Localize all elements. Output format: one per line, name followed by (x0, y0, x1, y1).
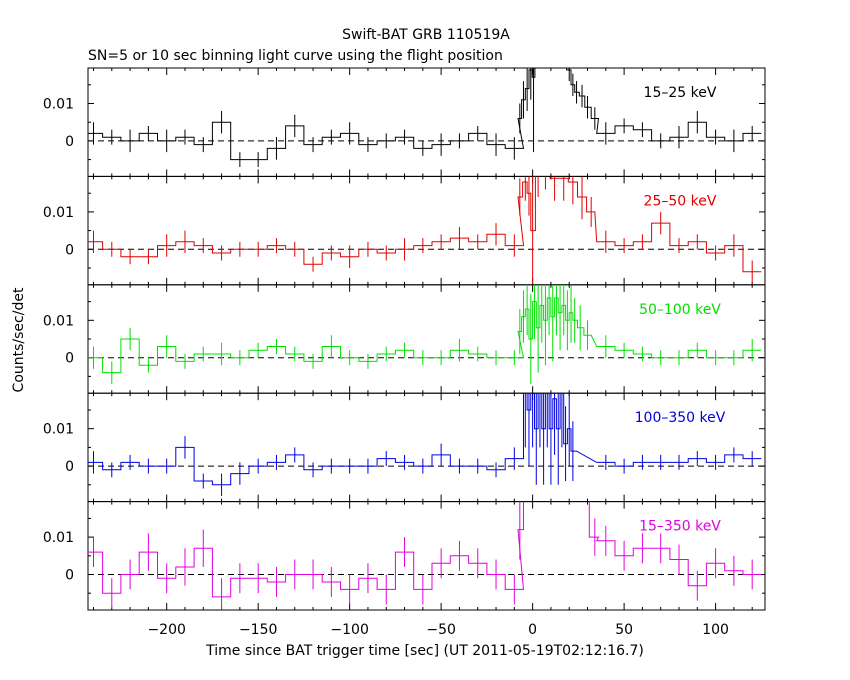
y-tick-label: 0 (65, 567, 74, 583)
step-line (88, 68, 762, 161)
band-label: 100–350 keV (635, 410, 726, 426)
x-tick-label: −50 (426, 622, 456, 638)
y-tick-label: 0.01 (43, 422, 74, 438)
y-tick-label: 0.01 (43, 205, 74, 221)
x-tick-label: −100 (330, 622, 368, 638)
panel-2: 0 0.01 50–100 keV (43, 284, 766, 394)
series-4 (88, 501, 762, 611)
series-1 (88, 176, 762, 285)
series-0 (88, 68, 762, 168)
panels: 0 0.01 15–25 keV 0 0.01 25–50 keV 0 0.01 50–100 … (43, 67, 766, 611)
x-tick-label: 0 (528, 622, 537, 638)
y-tick-label: 0.01 (43, 530, 74, 546)
chart-subtitle: SN=5 or 10 sec binning light curve using… (88, 48, 503, 64)
y-axis-label: Counts/sec/det (11, 287, 27, 392)
panel-4: 0 0.01 15–350 keV (43, 501, 766, 611)
x-axis-label: Time since BAT trigger time [sec] (UT 20… (205, 643, 644, 659)
y-tick-label: 0 (65, 242, 74, 258)
y-tick-label: 0 (65, 351, 74, 367)
band-label: 15–25 keV (644, 85, 717, 101)
band-label: 50–100 keV (639, 302, 721, 318)
y-tick-label: 0.01 (43, 97, 74, 113)
series-3 (88, 393, 762, 496)
y-tick-label: 0.01 (43, 313, 74, 329)
series-2 (88, 284, 762, 384)
x-axis: −200 −150 −100 −50 0 50 100 (147, 622, 729, 638)
y-tick-label: 0 (65, 134, 74, 150)
step-line (88, 176, 762, 273)
band-label: 25–50 keV (644, 193, 717, 209)
panel-3: 0 0.01 100–350 keV (43, 392, 766, 503)
x-tick-label: 100 (702, 622, 729, 638)
x-tick-label: 50 (615, 622, 633, 638)
step-line (88, 297, 762, 374)
x-tick-label: −200 (147, 622, 185, 638)
chart-title: Swift-BAT GRB 110519A (342, 27, 510, 43)
x-tick-label: −150 (239, 622, 277, 638)
y-tick-label: 0 (65, 459, 74, 475)
panel-0: 0 0.01 15–25 keV (43, 67, 766, 177)
band-label: 15–350 keV (639, 519, 721, 535)
panel-1: 0 0.01 25–50 keV (43, 175, 766, 286)
